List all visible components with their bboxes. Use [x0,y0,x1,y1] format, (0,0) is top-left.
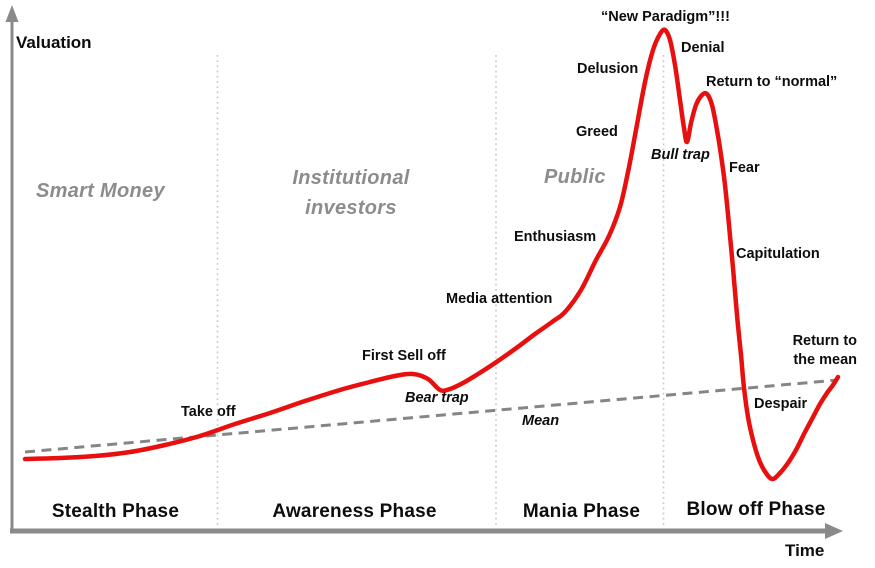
x-axis [10,523,843,539]
phase-label-awareness: Awareness Phase [272,501,437,522]
group-label-public: Public [544,166,606,188]
phase-label-mania: Mania Phase [522,501,641,522]
annotation-return-to-the-mean: Return to the mean [792,333,857,369]
phase-label-stealth: Stealth Phase [51,501,180,522]
phase-label-blow-off: Blow off Phase [686,499,826,520]
phase-separator-lines [216,55,665,528]
valuation-curve [22,27,841,482]
annotation-first-sell-off: First Sell off [362,348,446,364]
annotation-delusion: Delusion [577,61,639,77]
annotation-take-off: Take off [181,404,236,420]
x-axis-arrowhead [825,523,843,539]
x-axis-label: Time [785,541,825,560]
annotation-return-to-normal: Return to “normal” [706,74,838,90]
annotation-enthusiasm: Enthusiasm [514,229,597,245]
annotation-fear: Fear [729,160,760,176]
annotation-greed: Greed [576,124,618,140]
group-label-smart-money: Smart Money [36,180,165,202]
annotation-despair: Despair [754,396,808,412]
mean-dashed-line [24,378,839,454]
y-axis-arrowhead [5,5,19,22]
group-label-institutional-investors: Institutional investors [292,167,410,219]
annotation-bull-trap: Bull trap [651,147,710,163]
annotation-denial: Denial [681,40,725,56]
annotation-mean: Mean [522,413,560,429]
annotation-capitulation: Capitulation [736,246,820,262]
y-axis [5,5,19,531]
y-axis-label: Valuation [16,33,92,52]
annotation-new-paradigm: “New Paradigm”!!! [601,9,730,25]
annotation-bear-trap: Bear trap [405,390,469,406]
annotation-media-attention: Media attention [446,291,553,307]
